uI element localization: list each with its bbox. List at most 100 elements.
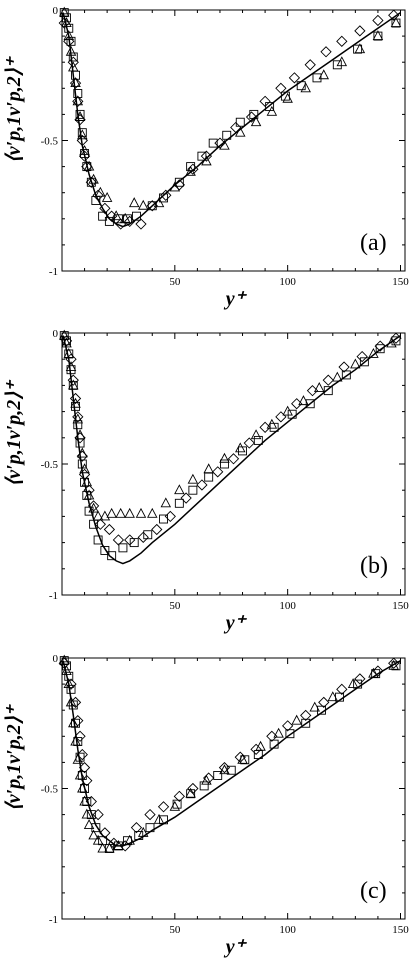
triangle-marker — [77, 782, 88, 793]
triangle-marker — [147, 507, 158, 518]
series-diamond — [60, 332, 402, 546]
panel-label: (a) — [360, 230, 387, 256]
diamond-marker — [103, 523, 116, 536]
triangle-marker — [81, 476, 93, 487]
triangle-marker — [135, 507, 147, 518]
square-marker — [62, 336, 71, 346]
triangle-marker — [65, 696, 77, 707]
diamond-marker — [259, 95, 271, 107]
y-tick-label: -1 — [49, 266, 58, 278]
diamond-marker — [288, 72, 301, 84]
triangle-marker — [65, 45, 77, 56]
x-tick-label: 100 — [279, 924, 296, 936]
square-marker — [249, 109, 259, 119]
diamond-marker — [65, 353, 77, 365]
square-marker — [371, 669, 381, 679]
diamond-marker — [76, 134, 88, 147]
diamond-marker — [164, 510, 176, 523]
triangle-marker — [291, 714, 302, 725]
x-axis-label: y⁺ — [224, 288, 248, 310]
triangle-marker — [137, 826, 149, 837]
x-tick-label: 50 — [169, 924, 181, 936]
diamond-marker — [354, 25, 366, 37]
diamond-marker — [115, 218, 127, 230]
triangle-marker — [266, 418, 278, 429]
diamond-marker — [390, 332, 402, 344]
triangle-marker — [318, 69, 330, 80]
square-marker — [59, 8, 69, 18]
diamond-marker — [214, 137, 226, 149]
diamond-marker — [92, 808, 104, 821]
model-curve — [62, 659, 401, 847]
diamond-marker — [218, 761, 231, 774]
square-marker — [100, 546, 110, 555]
square-marker — [373, 31, 383, 41]
diamond-marker — [245, 111, 258, 123]
series-diamond — [58, 657, 400, 852]
square-marker — [122, 214, 132, 224]
y-tick-label: 0 — [53, 653, 59, 665]
diamond-marker — [74, 730, 86, 742]
triangle-marker — [368, 347, 379, 358]
y-axis-label: ⟨v′p,1v′p,2⟩⁺ — [3, 379, 25, 487]
square-marker — [391, 661, 401, 671]
panel-label: (c) — [360, 878, 387, 904]
square-marker — [73, 420, 83, 430]
triangle-marker — [61, 665, 72, 675]
triangle-marker — [70, 397, 81, 408]
triangle-marker — [70, 77, 81, 88]
plot-frame — [61, 657, 406, 920]
square-marker — [204, 472, 214, 482]
triangle-marker — [68, 717, 79, 728]
square-marker — [62, 13, 71, 23]
chart-panel-2: 50 100 150 0 -0.5 -1 (b) y⁺ ⟨v′p,1v′p,2⟩⁺ — [3, 328, 409, 634]
diamond-marker — [356, 350, 368, 363]
y-tick-label: 0 — [53, 5, 59, 17]
square-marker — [82, 162, 92, 172]
x-tick-label: 50 — [169, 600, 181, 612]
square-marker — [323, 386, 333, 396]
triangle-marker — [63, 30, 75, 41]
diamond-marker — [78, 761, 91, 774]
triangle-marker — [104, 842, 115, 853]
square-marker — [98, 836, 108, 846]
diamond-marker — [74, 432, 86, 444]
diamond-marker — [306, 385, 319, 397]
diamond-marker — [187, 163, 199, 175]
square-marker — [59, 656, 69, 666]
diamond-marker — [338, 361, 350, 373]
square-marker — [64, 23, 74, 33]
square-marker — [59, 331, 69, 341]
triangle-marker — [201, 155, 212, 166]
y-axis-label: ⟨v′p,1v′p,2⟩⁺ — [3, 55, 25, 163]
triangle-marker — [106, 507, 117, 518]
series-triangle — [59, 329, 397, 521]
diamond-marker — [58, 17, 70, 29]
diamond-marker — [173, 179, 185, 191]
triangle-marker — [128, 197, 140, 208]
diamond-marker — [275, 411, 287, 423]
triangle-marker — [65, 361, 77, 372]
triangle-marker — [235, 126, 246, 137]
diamond-marker — [180, 492, 192, 504]
x-tick-label: 50 — [169, 276, 181, 288]
square-marker — [375, 344, 385, 354]
diamond-marker — [69, 392, 82, 405]
triangle-marker — [101, 191, 113, 202]
diamond-marker — [92, 189, 104, 201]
square-marker — [118, 543, 128, 553]
square-marker — [71, 718, 80, 728]
diamond-marker — [67, 56, 79, 68]
square-marker — [84, 506, 94, 516]
diamond-marker — [78, 150, 91, 162]
square-marker — [359, 357, 369, 367]
triangle-marker — [68, 61, 79, 72]
series-triangle — [59, 6, 402, 223]
triangle-marker — [372, 30, 384, 41]
diamond-marker — [119, 840, 131, 852]
square-marker — [75, 109, 85, 119]
triangle-marker — [388, 659, 399, 670]
triangle-marker — [124, 834, 135, 845]
triangle-marker — [153, 813, 165, 824]
diamond-marker — [234, 751, 246, 763]
